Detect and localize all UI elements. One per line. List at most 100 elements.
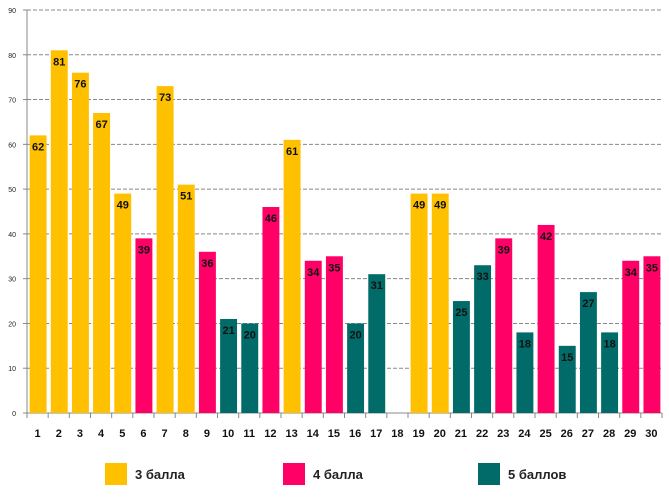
- data-label: 73: [159, 92, 171, 104]
- bar: [474, 265, 492, 413]
- data-label: 21: [222, 325, 234, 337]
- bar: [347, 323, 365, 413]
- y-tick-label: 50: [8, 187, 16, 194]
- bar: [135, 238, 153, 413]
- data-label: 34: [307, 267, 320, 279]
- bar: [452, 301, 470, 413]
- x-tick-label: 18: [391, 428, 403, 440]
- x-tick-label: 21: [455, 428, 467, 440]
- bar: [283, 139, 301, 413]
- x-tick-label: 19: [412, 428, 424, 440]
- bar: [537, 224, 555, 413]
- x-tick-label: 5: [119, 428, 125, 440]
- x-tick-label: 15: [328, 428, 340, 440]
- data-label: 34: [625, 267, 638, 279]
- x-tick-label: 28: [603, 428, 615, 440]
- data-label: 15: [561, 352, 573, 364]
- data-label: 51: [180, 191, 192, 203]
- bar: [262, 207, 280, 413]
- x-tick-label: 12: [264, 428, 276, 440]
- bar: [368, 274, 386, 413]
- bar: [177, 184, 195, 413]
- data-label: 27: [582, 298, 594, 310]
- x-tick-label: 20: [434, 428, 446, 440]
- bar: [114, 193, 132, 413]
- bar: [431, 193, 449, 413]
- data-label: 39: [498, 244, 510, 256]
- data-label: 18: [603, 338, 615, 350]
- x-tick-label: 3: [77, 428, 83, 440]
- x-tick-label: 23: [497, 428, 509, 440]
- data-label: 61: [286, 146, 298, 158]
- legend-item-4: 4 балла: [283, 463, 363, 485]
- legend-swatch-3: [105, 463, 127, 485]
- bar: [495, 238, 513, 413]
- data-label: 39: [138, 244, 150, 256]
- x-tick-label: 30: [645, 428, 657, 440]
- data-label: 46: [265, 213, 277, 225]
- data-label: 20: [349, 329, 361, 341]
- y-tick-label: 30: [8, 277, 16, 284]
- x-tick-label: 17: [370, 428, 382, 440]
- x-tick-label: 9: [204, 428, 210, 440]
- x-tick-label: 14: [307, 428, 320, 440]
- y-tick-label: 60: [8, 142, 16, 149]
- legend-label-3: 3 балла: [135, 466, 185, 482]
- data-label: 76: [74, 79, 86, 91]
- x-tick-label: 29: [624, 428, 636, 440]
- data-label: 49: [117, 200, 129, 212]
- bar: [93, 112, 111, 413]
- data-label: 20: [244, 329, 256, 341]
- y-tick-label: 20: [8, 321, 16, 328]
- x-tick-label: 6: [140, 428, 146, 440]
- data-label: 31: [371, 280, 383, 292]
- bar: [241, 323, 259, 413]
- bar: [198, 251, 216, 413]
- bar: [622, 260, 640, 413]
- x-tick-label: 10: [222, 428, 234, 440]
- legend-swatch-4: [283, 463, 305, 485]
- legend-item-3: 3 балла: [105, 463, 185, 485]
- x-tick-label: 13: [285, 428, 297, 440]
- x-tick-label: 11: [243, 428, 255, 440]
- y-tick-label: 90: [8, 8, 16, 15]
- x-tick-label: 25: [539, 428, 551, 440]
- data-label: 67: [95, 119, 107, 131]
- data-label: 36: [201, 258, 213, 270]
- data-label: 49: [413, 200, 425, 212]
- data-label: 35: [646, 262, 658, 274]
- data-label: 49: [434, 200, 446, 212]
- y-tick-label: 70: [8, 98, 16, 105]
- bar: [558, 345, 576, 413]
- legend-swatch-5: [478, 463, 500, 485]
- x-tick-label: 26: [561, 428, 573, 440]
- bar: [325, 256, 343, 413]
- bar: [601, 332, 619, 413]
- data-label: 62: [32, 141, 44, 153]
- bar: [50, 50, 68, 414]
- x-tick-label: 24: [518, 428, 531, 440]
- y-tick-label: 10: [8, 366, 16, 373]
- data-label: 18: [519, 338, 531, 350]
- x-tick-label: 22: [476, 428, 488, 440]
- x-tick-label: 27: [582, 428, 594, 440]
- legend-label-4: 4 балла: [313, 466, 363, 482]
- x-tick-label: 1: [35, 428, 41, 440]
- data-label: 33: [476, 271, 488, 283]
- bar: [220, 318, 238, 413]
- bar: [71, 72, 89, 413]
- x-tick-label: 2: [56, 428, 62, 440]
- bar: [29, 135, 47, 413]
- data-label: 25: [455, 307, 467, 319]
- data-label: 42: [540, 231, 552, 243]
- bar: [643, 256, 661, 413]
- bar: [304, 260, 322, 413]
- y-tick-label: 40: [8, 232, 16, 239]
- bar: [579, 292, 597, 413]
- bar: [156, 86, 174, 413]
- legend-label-5: 5 баллов: [508, 466, 567, 482]
- x-tick-label: 8: [183, 428, 189, 440]
- data-label: 81: [53, 56, 65, 68]
